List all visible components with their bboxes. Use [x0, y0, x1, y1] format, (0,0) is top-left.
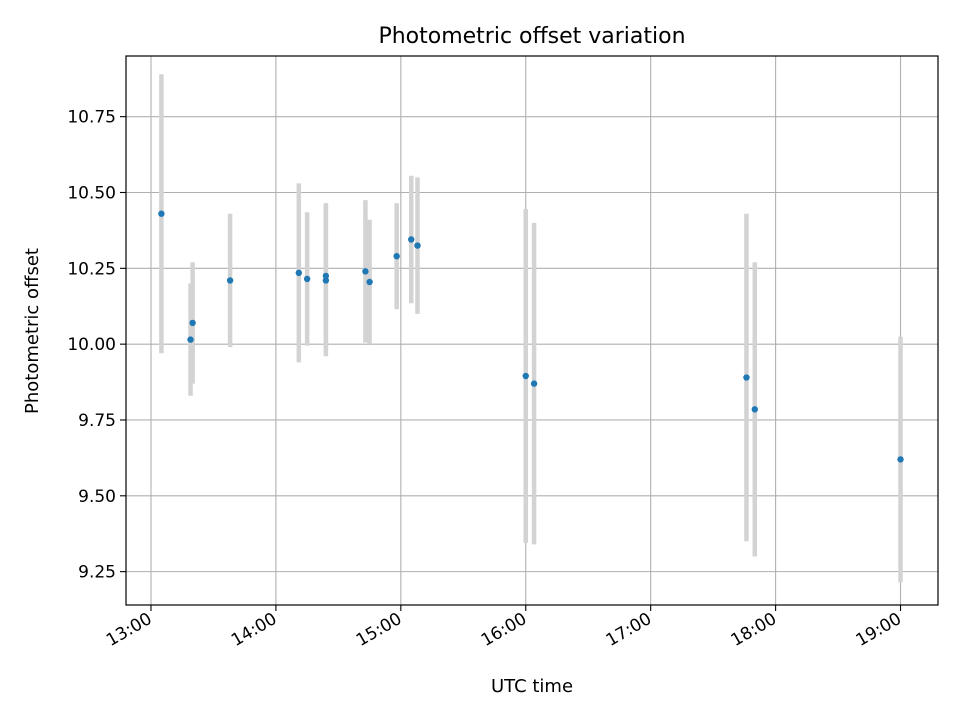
plot-frame: [125, 55, 939, 606]
data-point: [189, 319, 196, 327]
data-point: [522, 372, 529, 380]
data-point: [530, 380, 538, 387]
y-axis-label: Photometric offset: [22, 248, 43, 414]
y-tick-label: 10.75: [67, 108, 116, 128]
y-tick-label: 10.50: [67, 183, 116, 203]
data-point: [414, 242, 421, 249]
data-point: [362, 268, 369, 275]
data-point: [295, 269, 303, 277]
data-point: [158, 210, 165, 217]
y-tick-label: 10.00: [67, 335, 116, 355]
chart-title: Photometric offset variation: [378, 24, 685, 49]
y-tick-label: 9.25: [78, 563, 116, 583]
data-point: [897, 456, 904, 463]
y-tick-label: 10.25: [67, 259, 116, 279]
y-tick-label: 9.75: [78, 411, 116, 431]
data-point: [408, 236, 415, 243]
data-point: [366, 278, 373, 286]
data-point: [751, 406, 758, 413]
y-tick-label: 9.50: [78, 487, 116, 507]
data-point: [322, 272, 330, 280]
data-point: [187, 336, 194, 343]
data-point: [322, 277, 330, 284]
data-point: [303, 275, 311, 283]
data-point: [393, 252, 400, 260]
x-axis-label: UTC time: [491, 676, 573, 697]
data-point: [226, 277, 234, 284]
data-points: [158, 210, 904, 463]
data-point: [743, 374, 750, 381]
